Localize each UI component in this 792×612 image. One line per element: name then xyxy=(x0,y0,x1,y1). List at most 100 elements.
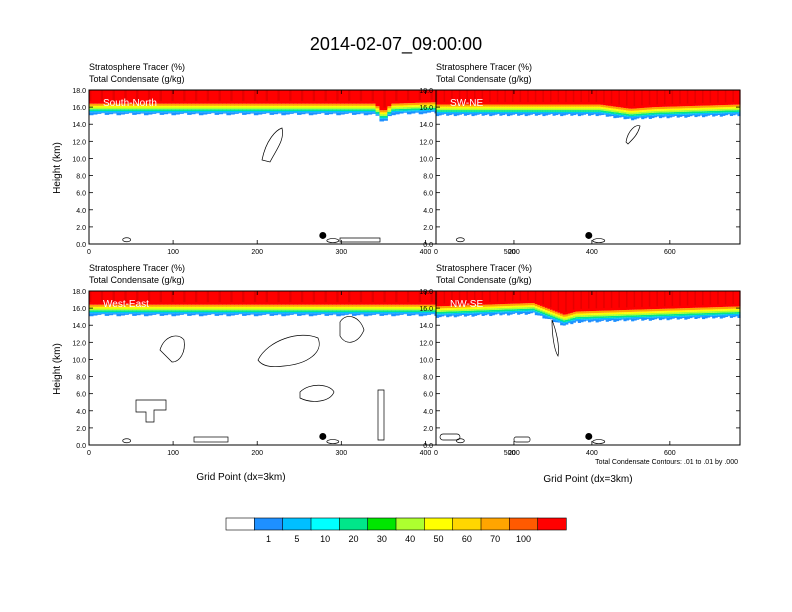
field-cell xyxy=(512,309,516,311)
field-cell xyxy=(466,110,470,112)
field-cell xyxy=(653,291,657,310)
field-cell xyxy=(572,108,576,111)
field-cell xyxy=(522,305,526,308)
field-cell xyxy=(183,313,188,315)
field-cell xyxy=(104,310,110,312)
field-cell xyxy=(183,109,188,111)
field-cell xyxy=(453,305,457,308)
field-cell xyxy=(509,309,513,312)
field-cell xyxy=(580,313,584,316)
field-cell xyxy=(575,291,579,312)
field-column xyxy=(261,291,267,315)
field-cell xyxy=(468,106,473,109)
field-cell xyxy=(375,304,381,307)
field-column xyxy=(289,291,294,315)
field-cell xyxy=(471,291,475,306)
field-cell xyxy=(171,310,176,312)
field-cell xyxy=(626,291,630,310)
field-cell xyxy=(628,313,632,316)
field-cell xyxy=(613,314,617,316)
field-cell xyxy=(458,104,462,107)
field-cell xyxy=(230,107,235,110)
field-cell xyxy=(585,318,589,320)
field-cell xyxy=(108,304,114,307)
field-column xyxy=(163,90,169,115)
field-cell xyxy=(191,90,196,104)
field-cell xyxy=(641,313,645,316)
field-cell xyxy=(719,315,723,319)
field-streak xyxy=(218,291,221,303)
y-tick-label: 18.0 xyxy=(419,88,433,95)
field-cell xyxy=(575,315,579,318)
field-cell xyxy=(651,309,655,312)
field-streak xyxy=(557,90,560,102)
field-cell xyxy=(712,110,716,113)
field-column xyxy=(717,90,721,116)
field-streak xyxy=(418,90,422,101)
field-column xyxy=(496,291,500,314)
field-cell xyxy=(89,306,94,309)
field-cell xyxy=(593,313,597,315)
field-column xyxy=(517,291,521,315)
field-cell xyxy=(638,291,642,310)
field-cell xyxy=(615,110,619,113)
field-cell xyxy=(246,109,251,111)
field-cell xyxy=(534,291,538,304)
field-column xyxy=(202,291,208,316)
field-cell xyxy=(265,103,271,106)
field-cell xyxy=(577,110,581,112)
field-cell xyxy=(509,291,513,304)
field-cell xyxy=(340,291,345,305)
field-cell xyxy=(194,105,200,108)
field-cell xyxy=(100,103,106,106)
field-cell xyxy=(524,110,528,112)
field-cell xyxy=(479,90,483,105)
field-cell xyxy=(572,104,576,107)
field-cell xyxy=(717,112,721,114)
field-cell xyxy=(96,103,102,106)
field-cell xyxy=(669,106,673,109)
field-cell xyxy=(593,113,597,115)
field-streak xyxy=(242,291,245,303)
field-cell xyxy=(414,104,420,107)
field-cell xyxy=(722,309,726,311)
field-cell xyxy=(96,105,102,108)
field-cell xyxy=(717,310,721,313)
field-column xyxy=(461,291,465,315)
field-cell xyxy=(234,304,239,307)
field-cell xyxy=(234,103,239,106)
field-cell xyxy=(585,104,589,107)
field-cell xyxy=(486,310,490,312)
field-cell xyxy=(128,310,133,312)
field-cell xyxy=(406,106,412,109)
field-cell xyxy=(474,113,478,116)
field-cell xyxy=(658,317,663,321)
field-cell xyxy=(269,311,275,314)
field-cell xyxy=(320,306,326,309)
field-cell xyxy=(534,307,538,310)
field-streak xyxy=(519,291,522,301)
field-cell xyxy=(598,310,602,313)
field-streak xyxy=(519,90,522,102)
field-cell xyxy=(116,310,121,312)
field-cell xyxy=(529,305,533,307)
field-cell xyxy=(557,316,561,319)
field-cell xyxy=(709,107,713,110)
field-cell xyxy=(593,310,597,314)
field-cell xyxy=(456,106,460,109)
field-cell xyxy=(336,311,341,314)
field-cell xyxy=(709,112,713,114)
field-column xyxy=(265,291,271,315)
field-column xyxy=(646,90,650,118)
field-cell xyxy=(163,90,169,104)
field-cell xyxy=(116,112,121,116)
field-cell xyxy=(147,311,153,314)
field-cell xyxy=(491,104,495,107)
field-cell xyxy=(666,112,670,114)
field-cell xyxy=(729,104,733,107)
field-cell xyxy=(547,308,551,311)
field-cell xyxy=(344,112,349,114)
field-cell xyxy=(120,110,125,113)
field-cell xyxy=(324,304,330,307)
field-cell xyxy=(547,310,551,313)
